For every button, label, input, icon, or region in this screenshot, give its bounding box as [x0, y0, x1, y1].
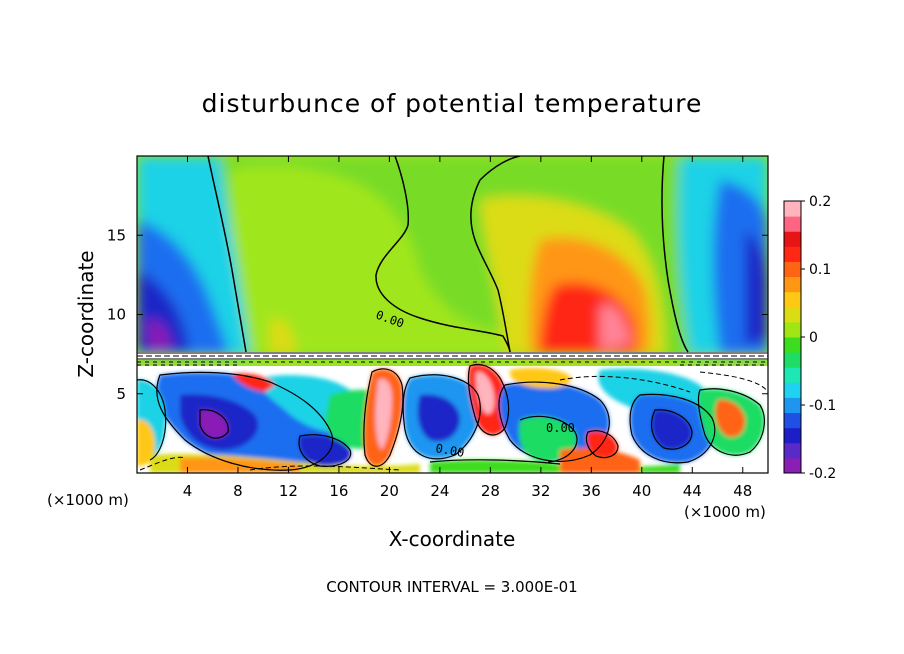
colorbar-swatch — [784, 457, 801, 474]
x-unit-left: (×1000 m) — [47, 491, 129, 509]
y-axis: 5 10 15 — [107, 226, 768, 403]
x-tick-label: 8 — [233, 482, 243, 500]
x-axis: 4 8 12 16 20 24 28 32 36 40 44 48 — [183, 156, 752, 500]
lower-contours — [137, 363, 765, 471]
colorbar-swatch — [784, 276, 801, 293]
colorbar-swatch — [784, 382, 801, 398]
chart-title: disturbunce of potential temperature — [202, 89, 703, 118]
x-tick-label: 40 — [632, 482, 651, 500]
x-tick-label: 32 — [531, 482, 550, 500]
upper-tropo-yellow — [270, 319, 296, 355]
colorbar-swatch — [784, 427, 801, 444]
contour-label: 0.00 — [546, 421, 575, 435]
x-tick-label: 48 — [733, 482, 752, 500]
colorbar-swatch — [784, 442, 801, 459]
y-tick-label: 10 — [107, 306, 126, 324]
colorbar: 0.2 0.1 0 -0.1 -0.2 — [783, 194, 836, 482]
colorbar-swatch — [784, 246, 801, 262]
y-tick-label: 5 — [116, 385, 126, 403]
contour-label: 0.00 — [434, 441, 465, 460]
x-tick-label: 12 — [279, 482, 298, 500]
x-tick-label: 44 — [683, 482, 702, 500]
tropopause-stripes — [137, 352, 768, 366]
colorbar-swatch — [784, 231, 801, 247]
lower-dashed-contours — [139, 371, 768, 471]
upper-right-dark — [745, 230, 768, 345]
upper-field — [137, 156, 768, 360]
x-unit-right: (×1000 m) — [684, 503, 766, 521]
x-tick-label: 16 — [329, 482, 348, 500]
colorbar-swatch — [784, 306, 801, 323]
colorbar-swatch — [784, 261, 801, 278]
contour-interval-note: CONTOUR INTERVAL = 3.000E-01 — [326, 578, 577, 596]
x-tick-label: 28 — [481, 482, 500, 500]
upper-warm-pink — [600, 304, 630, 350]
x-tick-label: 24 — [430, 482, 449, 500]
colorbar-swatch — [784, 321, 801, 338]
colorbar-tick-label: 0.1 — [809, 262, 831, 278]
colorbar-swatch — [784, 201, 801, 217]
x-axis-label: X-coordinate — [389, 527, 516, 551]
colorbar-tick-label: -0.1 — [809, 398, 836, 414]
colorbar-swatch — [784, 352, 801, 368]
colorbar-swatch — [784, 412, 801, 429]
colorbar-tick-label: -0.2 — [809, 466, 836, 482]
colorbar-swatch — [784, 291, 801, 308]
upper-lime-center — [230, 165, 505, 355]
x-tick-label: 36 — [582, 482, 601, 500]
upper-contours — [207, 156, 689, 353]
y-axis-label: Z-coordinate — [74, 250, 98, 377]
x-tick-label: 20 — [380, 482, 399, 500]
colorbar-swatch — [784, 397, 801, 414]
colorbar-swatch — [784, 216, 801, 232]
upper-left-purple — [147, 319, 172, 355]
colorbar-tick-label: 0.2 — [809, 194, 831, 210]
x-tick-label: 4 — [183, 482, 193, 500]
lower-field — [137, 363, 768, 473]
colorbar-swatch — [784, 337, 801, 353]
y-tick-label: 15 — [107, 226, 126, 244]
heatmap-field — [137, 156, 768, 473]
colorbar-tick-label: 0 — [809, 330, 818, 346]
colorbar-swatch — [784, 367, 801, 383]
